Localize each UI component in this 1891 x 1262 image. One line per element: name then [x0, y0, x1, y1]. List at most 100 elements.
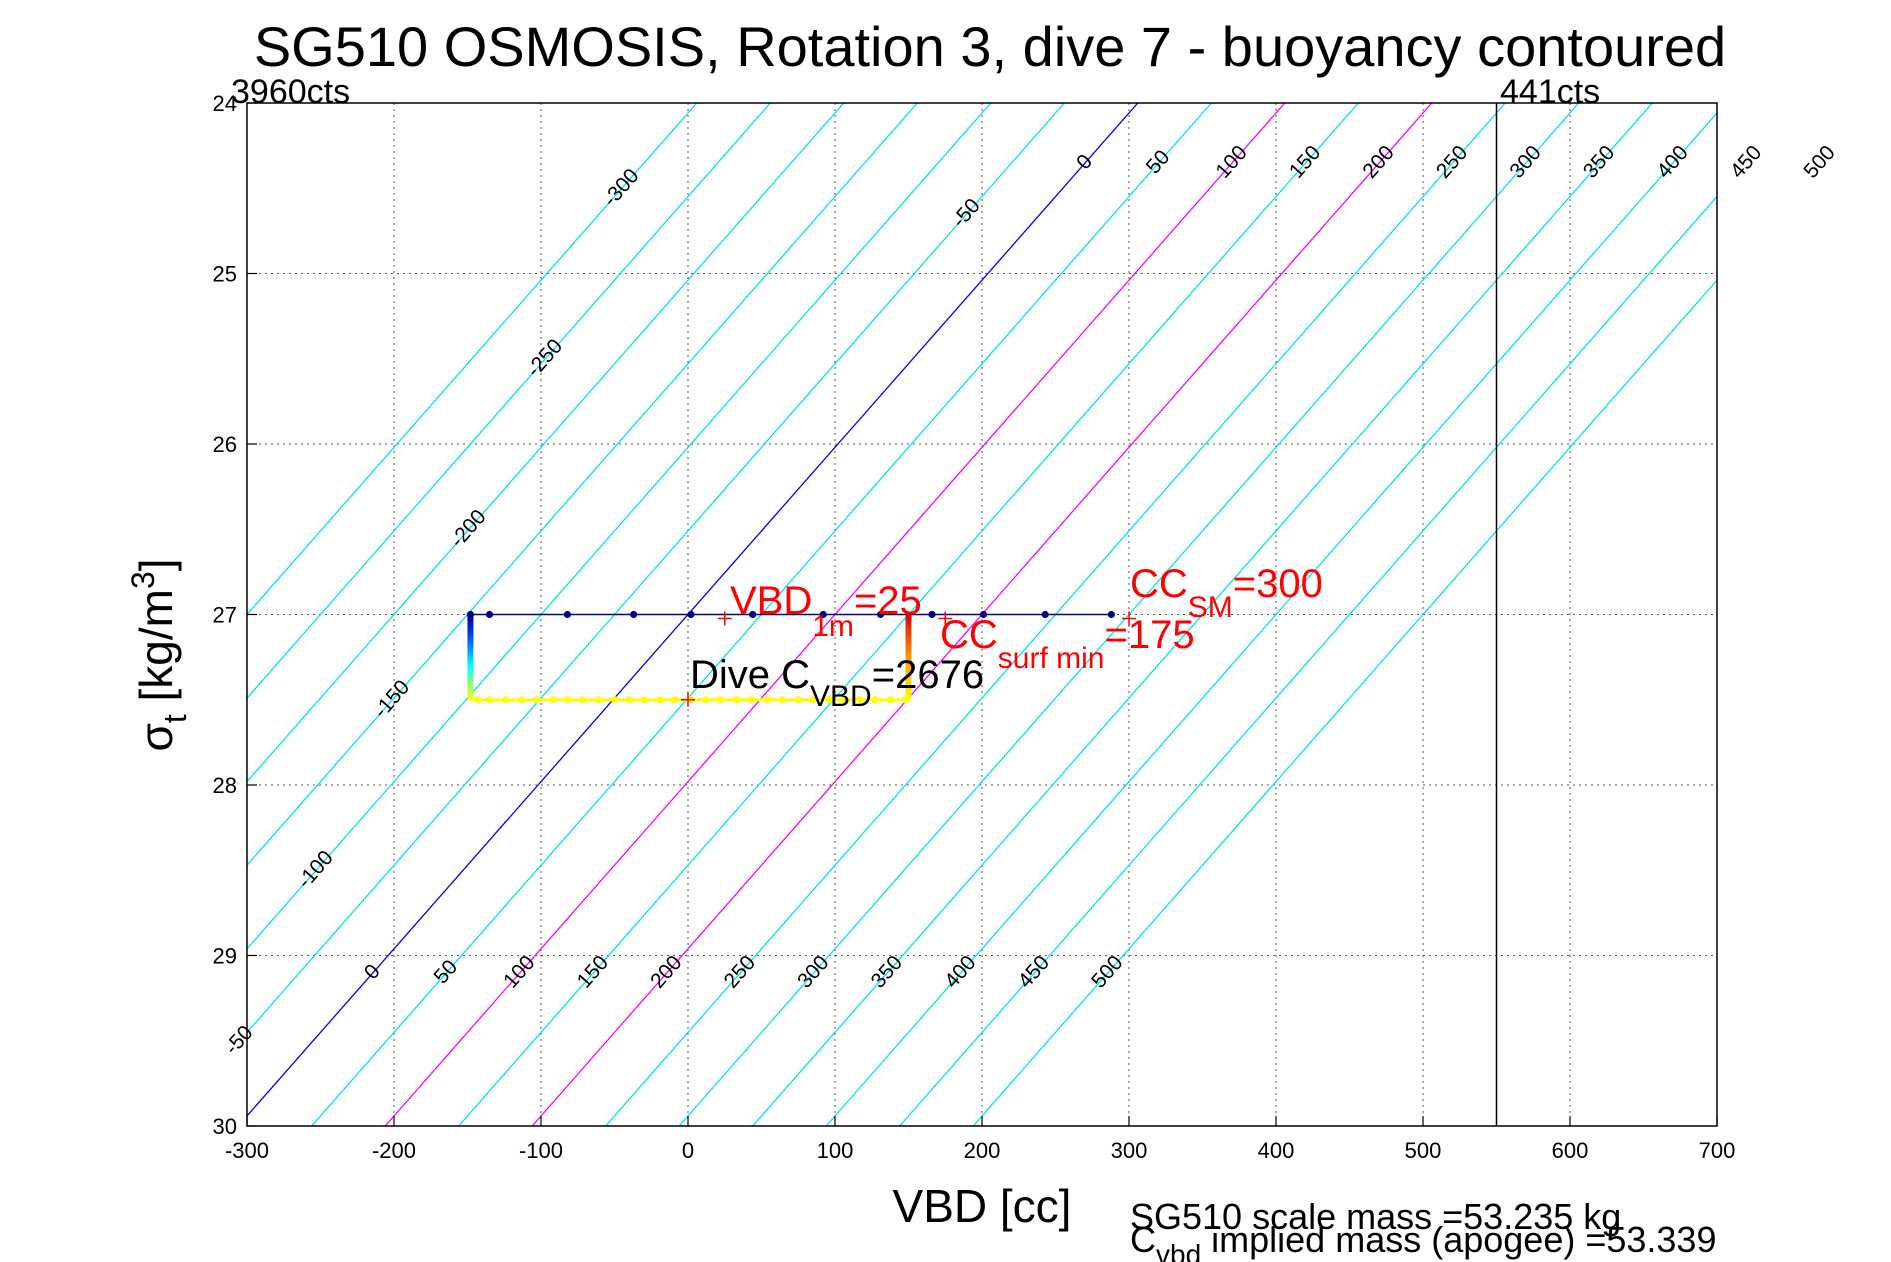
dive-point-bottom [856, 696, 864, 704]
y-axis-label-sub: t [157, 714, 193, 723]
contour-label: 450 [1726, 141, 1766, 183]
dive-descent-segment [467, 614, 474, 700]
footer-scale-mass: SG510 scale mass =53.235 kg [1130, 1196, 1621, 1237]
y-axis-label: σt [kg/m3] [125, 558, 193, 751]
annotation-cc-surf-min-value: =175 [1104, 613, 1194, 657]
dive-point-bottom [732, 696, 741, 704]
x-tick-label: 200 [964, 1138, 1001, 1163]
y-tick-label: 26 [213, 432, 237, 457]
annotation-dive-c-vbd-main: Dive C [690, 653, 810, 697]
y-axis-label-close: ] [130, 558, 182, 571]
annotation-vbd-1m-value: =25 [854, 579, 922, 623]
annotation-cc-sm-sub: SM [1188, 591, 1233, 624]
annotation-cc-sm-main: CC [1130, 562, 1188, 606]
contour-label: 500 [1799, 141, 1839, 183]
dive-point-bottom [747, 696, 755, 704]
axis-ticks: -300 -200 -100 0 100 200 300 400 500 600 700 24 25 26… [213, 91, 1736, 1163]
x-tick-label: 0 [682, 1138, 694, 1163]
dive-point-top [563, 610, 572, 619]
dive-point-top [687, 610, 695, 619]
contour-line-450 [899, 195, 1717, 1126]
dive-point-bottom [763, 696, 771, 704]
x-tick-label: 500 [1405, 1138, 1442, 1163]
y-tick-label: 27 [213, 603, 237, 628]
y-tick-label: 25 [213, 262, 237, 287]
marker-cc-sm [1122, 611, 1136, 626]
dive-point-bottom [794, 696, 802, 704]
dive-point-bottom [716, 696, 724, 704]
dive-point-bottom [809, 696, 817, 704]
y-tick-label: 28 [213, 773, 237, 798]
dive-point-bottom [549, 696, 557, 704]
y-tick-label: 30 [213, 1114, 237, 1139]
annotation-vbd-1m-main: VBD [730, 579, 812, 623]
dive-point-bottom [474, 696, 482, 704]
dive-point-bottom [656, 696, 664, 704]
annotation-cc-surf-min-sub: surf min [998, 642, 1105, 675]
annotation-dive-c-vbd: Dive CVBD=2676 [690, 653, 984, 713]
dive-point-bottom [871, 696, 879, 704]
dive-point-top [928, 610, 936, 619]
dive-point-bottom [840, 696, 848, 704]
annotation-cc-surf-min-main: CC [940, 613, 998, 657]
dive-point-top [466, 610, 475, 619]
contour-line--200 [247, 103, 845, 783]
marker-cc-surf-min [938, 611, 953, 626]
dive-point-top [749, 610, 757, 619]
y-axis-label-sup: 3 [125, 571, 161, 589]
x-axis-label: VBD [cc] [893, 1180, 1072, 1232]
contour-line-400 [825, 112, 1717, 1126]
contour-line-500 [972, 279, 1717, 1126]
dive-point-bottom [825, 696, 833, 704]
x-tick-label: -100 [519, 1138, 563, 1163]
x-tick-label: 600 [1552, 1138, 1589, 1163]
chart-title: SG510 OSMOSIS, Rotation 3, dive 7 - buoy… [254, 15, 1726, 78]
dive-point-bottom [640, 696, 648, 704]
annotation-cc-surf-min: CCsurf min=175 [940, 613, 1195, 675]
dive-path [466, 610, 1115, 704]
dive-point-top [1107, 610, 1115, 619]
dive-point-bottom [563, 696, 572, 704]
footer-implied-mass-value: implied mass (apogee) =53.339 [1201, 1219, 1716, 1260]
annotation-dive-c-vbd-sub: VBD [810, 680, 872, 713]
dive-point-top [630, 610, 638, 619]
y-tick-label: 29 [213, 944, 237, 969]
contour-line--250 [247, 103, 771, 700]
dive-point-bottom [610, 696, 619, 704]
dive-point-bottom [625, 696, 633, 704]
contour-line-350 [752, 103, 1653, 1126]
corner-label-left: 3960cts [231, 73, 350, 111]
x-tick-label: -300 [225, 1138, 269, 1163]
dive-point-bottom [702, 696, 710, 704]
annotation-cc-sm: CCSM=300 [1130, 562, 1323, 624]
dive-point-bottom [778, 696, 786, 704]
annotation-vbd-1m: VBD1m=25 [730, 579, 922, 643]
dive-point-top [1041, 610, 1049, 619]
annotation-cc-sm-value: =300 [1233, 562, 1323, 606]
marker-vbd-1m [717, 611, 732, 626]
dive-point-bottom [532, 696, 541, 704]
x-tick-label: 300 [1111, 1138, 1148, 1163]
y-axis-label-unit: [kg/m [130, 589, 182, 714]
dive-point-top [876, 610, 885, 619]
dive-point-top [979, 610, 988, 619]
footer-implied-mass-main: C [1130, 1219, 1156, 1260]
dive-point-bottom [485, 696, 494, 704]
annotation-vbd-1m-sub: 1m [812, 610, 854, 643]
dive-point-bottom [502, 696, 510, 704]
y-axis-label-symbol: σ [130, 723, 182, 751]
dive-point-bottom [887, 696, 895, 704]
footer-implied-mass-sub: vbd [1156, 1239, 1201, 1262]
x-tick-label: -200 [372, 1138, 416, 1163]
annotation-dive-c-vbd-value: =2676 [872, 653, 984, 697]
dive-point-bottom [518, 696, 526, 704]
dive-point-bottom [578, 696, 586, 704]
dive-point-top [819, 610, 827, 619]
annotation-markers [681, 611, 1136, 707]
dive-ascent-segment [905, 614, 912, 700]
marker-dive-c-vbd [681, 692, 695, 707]
contour-labels: -300-250-200-150-100-500 50 100 150 200 250 30… [220, 141, 1840, 1059]
svg-text:σt [kg/m3]: σt [kg/m3] [125, 558, 193, 751]
dive-point-bottom [594, 696, 602, 704]
